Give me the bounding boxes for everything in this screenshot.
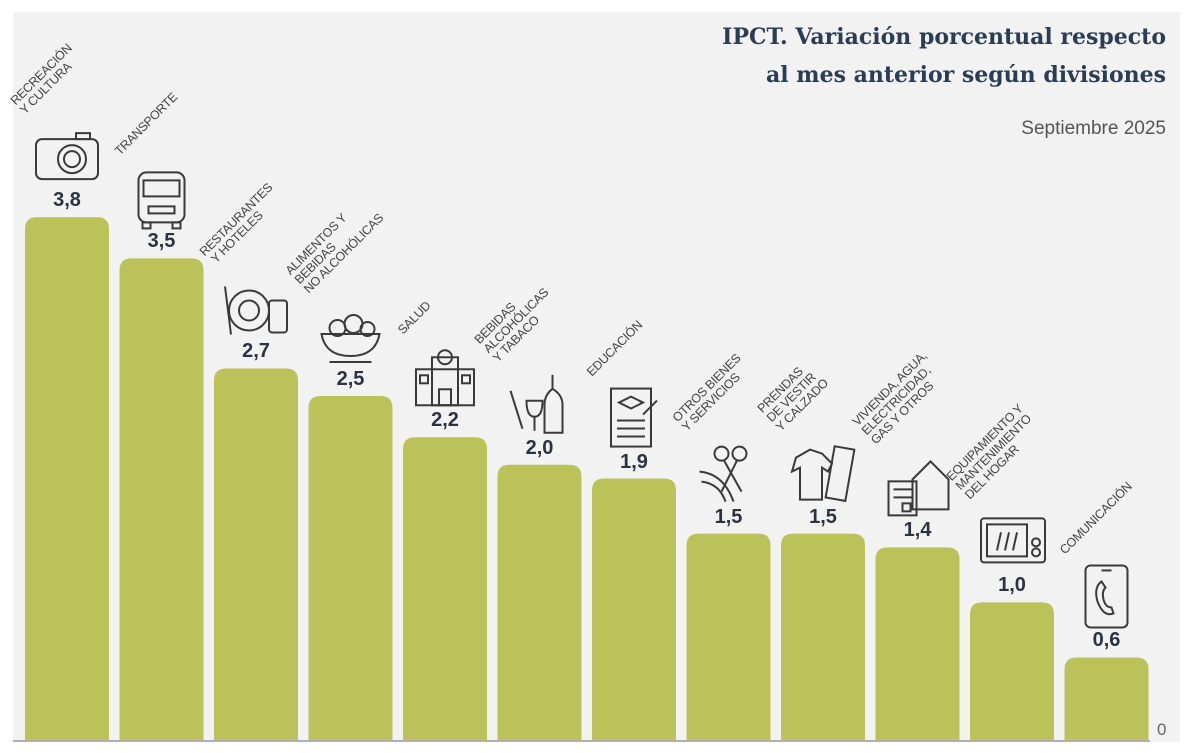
diploma-icon bbox=[610, 387, 658, 448]
value-label: 3,8 bbox=[53, 189, 81, 212]
microwave-icon bbox=[980, 517, 1046, 564]
scissors-ribbon-icon bbox=[699, 445, 748, 502]
title-line-1: IPCT. Variación porcentual respecto bbox=[722, 24, 1166, 50]
value-label: 3,5 bbox=[147, 230, 176, 253]
bar bbox=[214, 368, 298, 740]
bar bbox=[592, 478, 676, 740]
house-document-icon bbox=[887, 459, 950, 517]
bar bbox=[781, 533, 865, 740]
title-line-2: al mes anterior según divisiones bbox=[766, 62, 1166, 88]
value-label: 1,9 bbox=[620, 450, 648, 473]
bar bbox=[1064, 657, 1149, 740]
bar bbox=[970, 602, 1054, 740]
camera-icon bbox=[35, 132, 99, 181]
value-label: 1,4 bbox=[903, 519, 932, 542]
bar bbox=[875, 547, 960, 740]
shirt-pants-icon bbox=[790, 445, 856, 503]
bar bbox=[119, 258, 204, 740]
plate-cutlery-icon bbox=[224, 286, 288, 335]
bar bbox=[308, 396, 393, 740]
value-label: 1,5 bbox=[714, 505, 743, 528]
value-label: 2,0 bbox=[525, 436, 554, 459]
chart-title: IPCT. Variación porcentual respecto al m… bbox=[722, 18, 1166, 94]
baseline-label: 0 bbox=[1157, 720, 1167, 739]
bar bbox=[403, 437, 487, 740]
bottle-glass-icon bbox=[509, 374, 564, 434]
value-label: 1,0 bbox=[998, 574, 1026, 597]
value-label: 2,2 bbox=[431, 409, 459, 432]
bus-icon bbox=[137, 171, 186, 230]
chart-subtitle: Septiembre 2025 bbox=[1021, 118, 1166, 139]
bar bbox=[25, 217, 109, 740]
bar bbox=[686, 533, 771, 740]
value-label: 2,5 bbox=[336, 368, 365, 390]
food-bowl-icon bbox=[320, 314, 381, 363]
hospital-icon bbox=[415, 349, 475, 407]
bar bbox=[497, 464, 582, 740]
value-label: 2,7 bbox=[242, 340, 270, 363]
value-label: 0,6 bbox=[1092, 629, 1121, 652]
value-label: 1,5 bbox=[809, 505, 837, 528]
phone-icon bbox=[1084, 564, 1129, 629]
